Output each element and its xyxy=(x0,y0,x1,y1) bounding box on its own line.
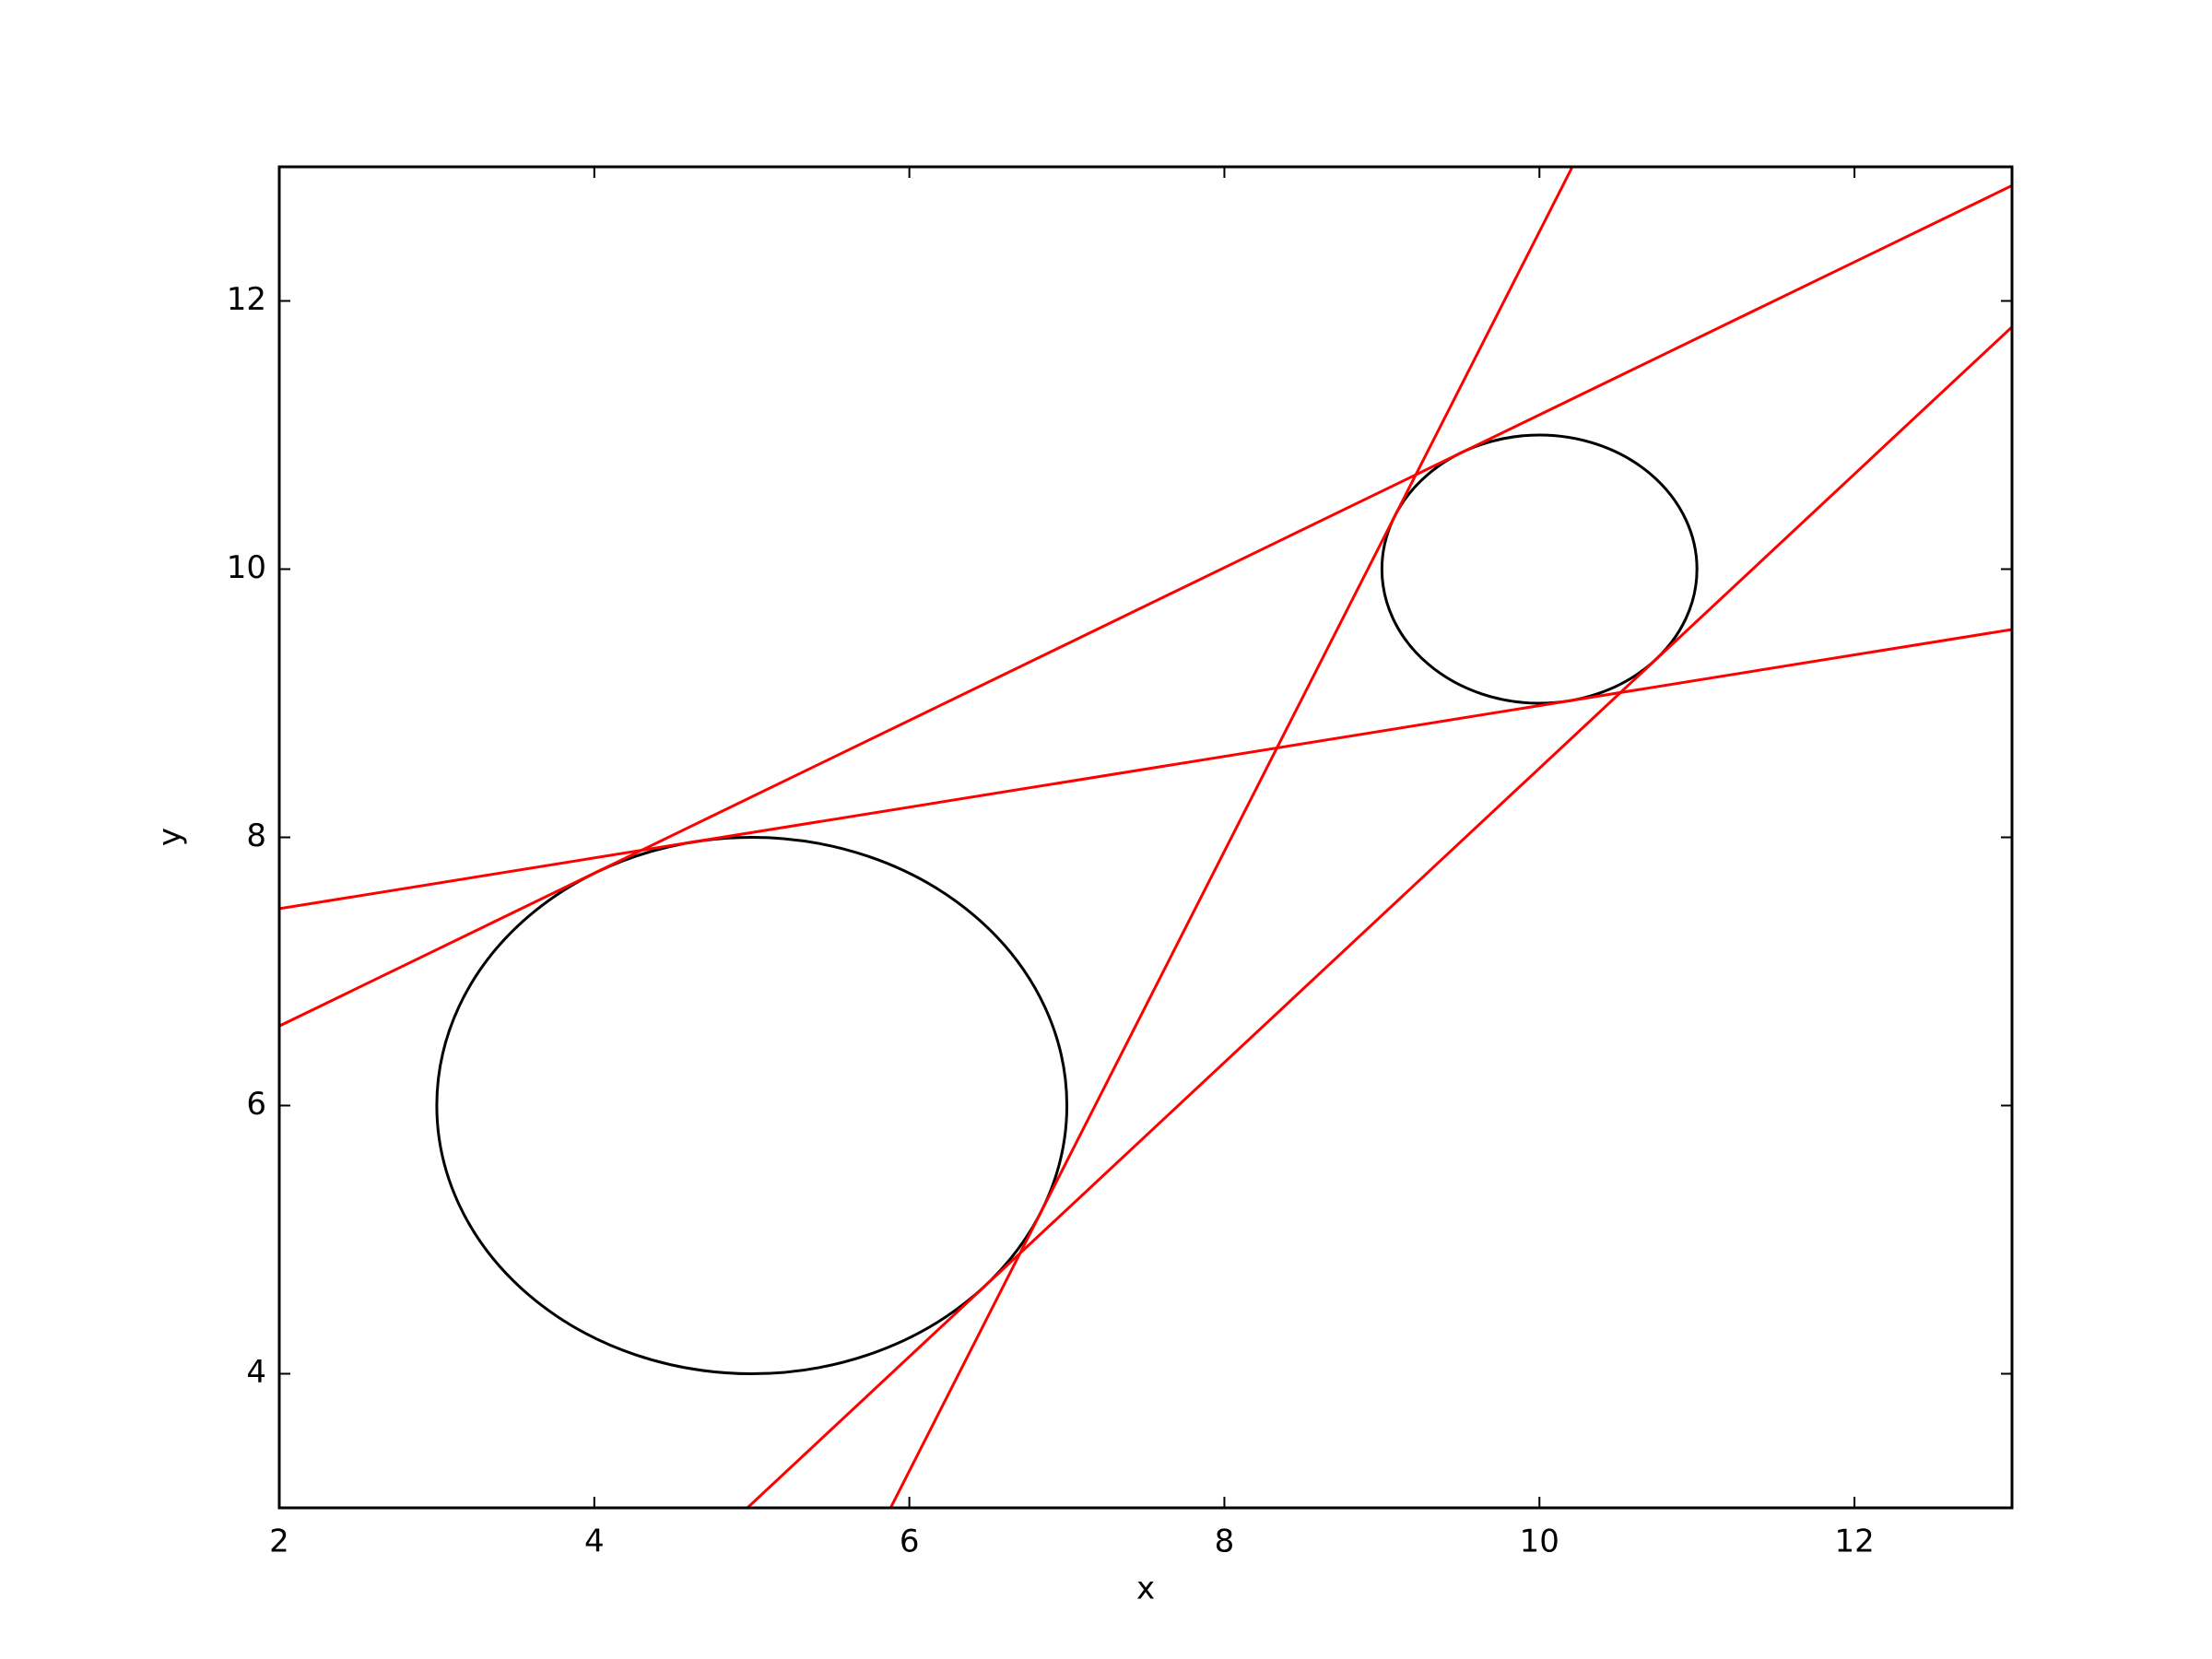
plot-area xyxy=(279,167,2012,1508)
x-tick-label: 10 xyxy=(1520,1524,1559,1560)
circle xyxy=(435,836,1069,1375)
x-tick-label: 2 xyxy=(269,1524,289,1560)
tangent-line xyxy=(888,167,1574,1508)
x-tick-label: 4 xyxy=(584,1524,605,1560)
y-axis-label: y xyxy=(152,828,189,846)
y-tick-label: 12 xyxy=(227,281,266,318)
x-axis-label: x xyxy=(1136,1571,1155,1607)
tangent-line xyxy=(279,184,2012,1028)
x-tick-label: 8 xyxy=(1215,1524,1235,1560)
x-tick-label: 6 xyxy=(900,1524,920,1560)
circle xyxy=(1380,433,1699,705)
tangent-line xyxy=(279,628,2012,911)
x-tick-label: 12 xyxy=(1834,1524,1874,1560)
y-tick-label: 6 xyxy=(246,1086,266,1123)
y-tick-label: 10 xyxy=(227,549,266,586)
tangent-line xyxy=(746,325,2012,1508)
y-tick-label: 8 xyxy=(246,818,266,854)
y-tick-label: 4 xyxy=(246,1354,266,1391)
